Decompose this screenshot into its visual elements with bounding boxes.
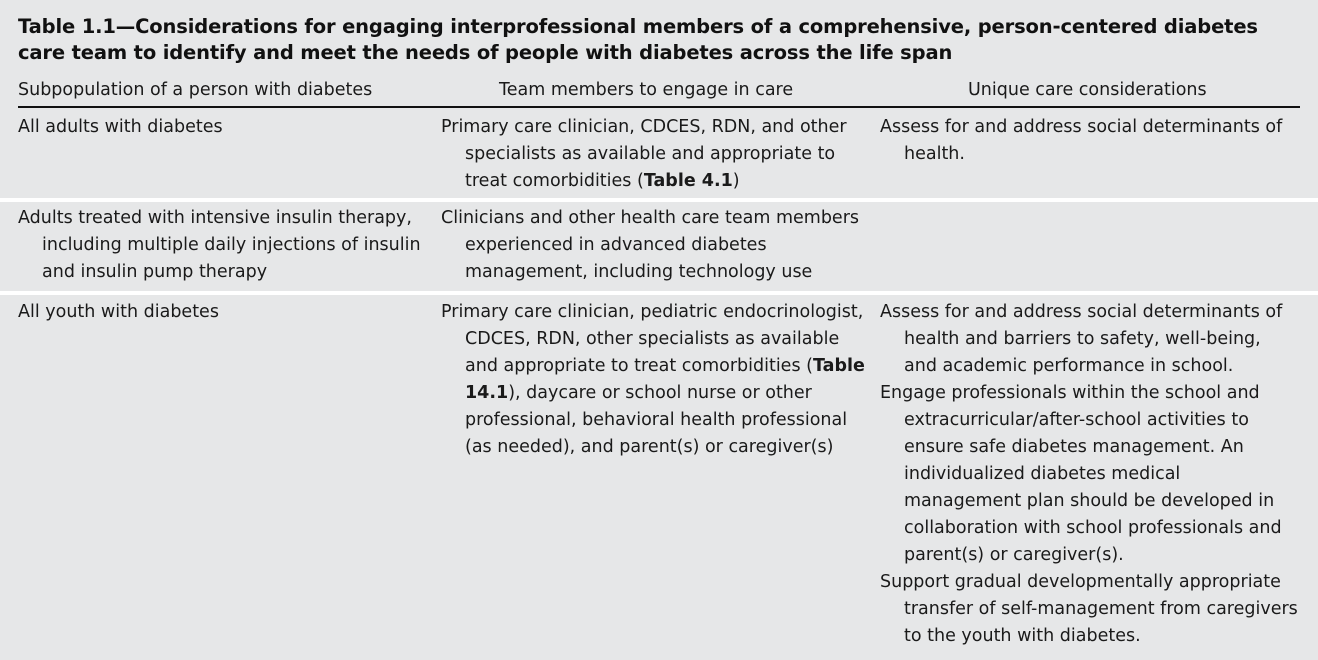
subpopulation-cell: All adults with diabetes: [18, 114, 430, 141]
consideration-item: Engage professionals within the school a…: [880, 383, 1282, 565]
table-header-row: Subpopulation of a person with diabetes …: [0, 77, 1318, 107]
subpopulation-text: All youth with diabetes: [18, 302, 219, 322]
team-text: Primary care clinician, CDCES, RDN, and …: [441, 117, 847, 191]
team-members-cell: Primary care clinician, pediatric endocr…: [441, 299, 866, 461]
team-members-text: Clinicians and other health care team me…: [441, 208, 860, 282]
subpopulation-cell: All youth with diabetes: [18, 299, 430, 326]
team-members-cell: Primary care clinician, CDCES, RDN, and …: [441, 114, 871, 195]
team-text-end: ): [732, 171, 740, 191]
subpopulation-text: All adults with diabetes: [18, 117, 223, 137]
header-rule: [18, 106, 1300, 108]
row-divider: [0, 198, 1318, 202]
table-reference: Table 4.1: [643, 171, 733, 191]
team-members-text: Primary care clinician, CDCES, RDN, and …: [441, 114, 871, 195]
consideration-item: Assess for and address social determinan…: [880, 117, 1283, 164]
care-considerations-cell: Assess for and address social determinan…: [880, 299, 1298, 650]
care-considerations-cell: Assess for and address social determinan…: [880, 114, 1290, 168]
table-row: All adults with diabetes Primary care cl…: [0, 113, 1318, 197]
column-header-subpopulation: Subpopulation of a person with diabetes: [18, 80, 373, 100]
subpopulation-text: Adults treated with intensive insulin th…: [18, 208, 421, 282]
table-row: All youth with diabetes Primary care cli…: [0, 299, 1318, 660]
table-caption: Table 1.1—Considerations for engaging in…: [18, 15, 1258, 64]
team-members-cell: Clinicians and other health care team me…: [441, 205, 866, 286]
column-header-team-members: Team members to engage in care: [499, 80, 794, 100]
team-text-end: ), daycare or school nurse or other prof…: [465, 383, 848, 457]
consideration-item: Support gradual developmentally appropri…: [880, 572, 1298, 646]
table-reference: Table 14.1: [465, 356, 865, 403]
column-header-care-considerations: Unique care considerations: [968, 80, 1207, 100]
row-divider: [0, 291, 1318, 295]
team-text: Primary care clinician, pediatric endocr…: [441, 302, 864, 376]
table-row: Adults treated with intensive insulin th…: [0, 204, 1318, 291]
team-members-text: Primary care clinician, pediatric endocr…: [441, 299, 866, 461]
consideration-item: Assess for and address social determinan…: [880, 302, 1283, 376]
subpopulation-cell: Adults treated with intensive insulin th…: [18, 205, 430, 286]
